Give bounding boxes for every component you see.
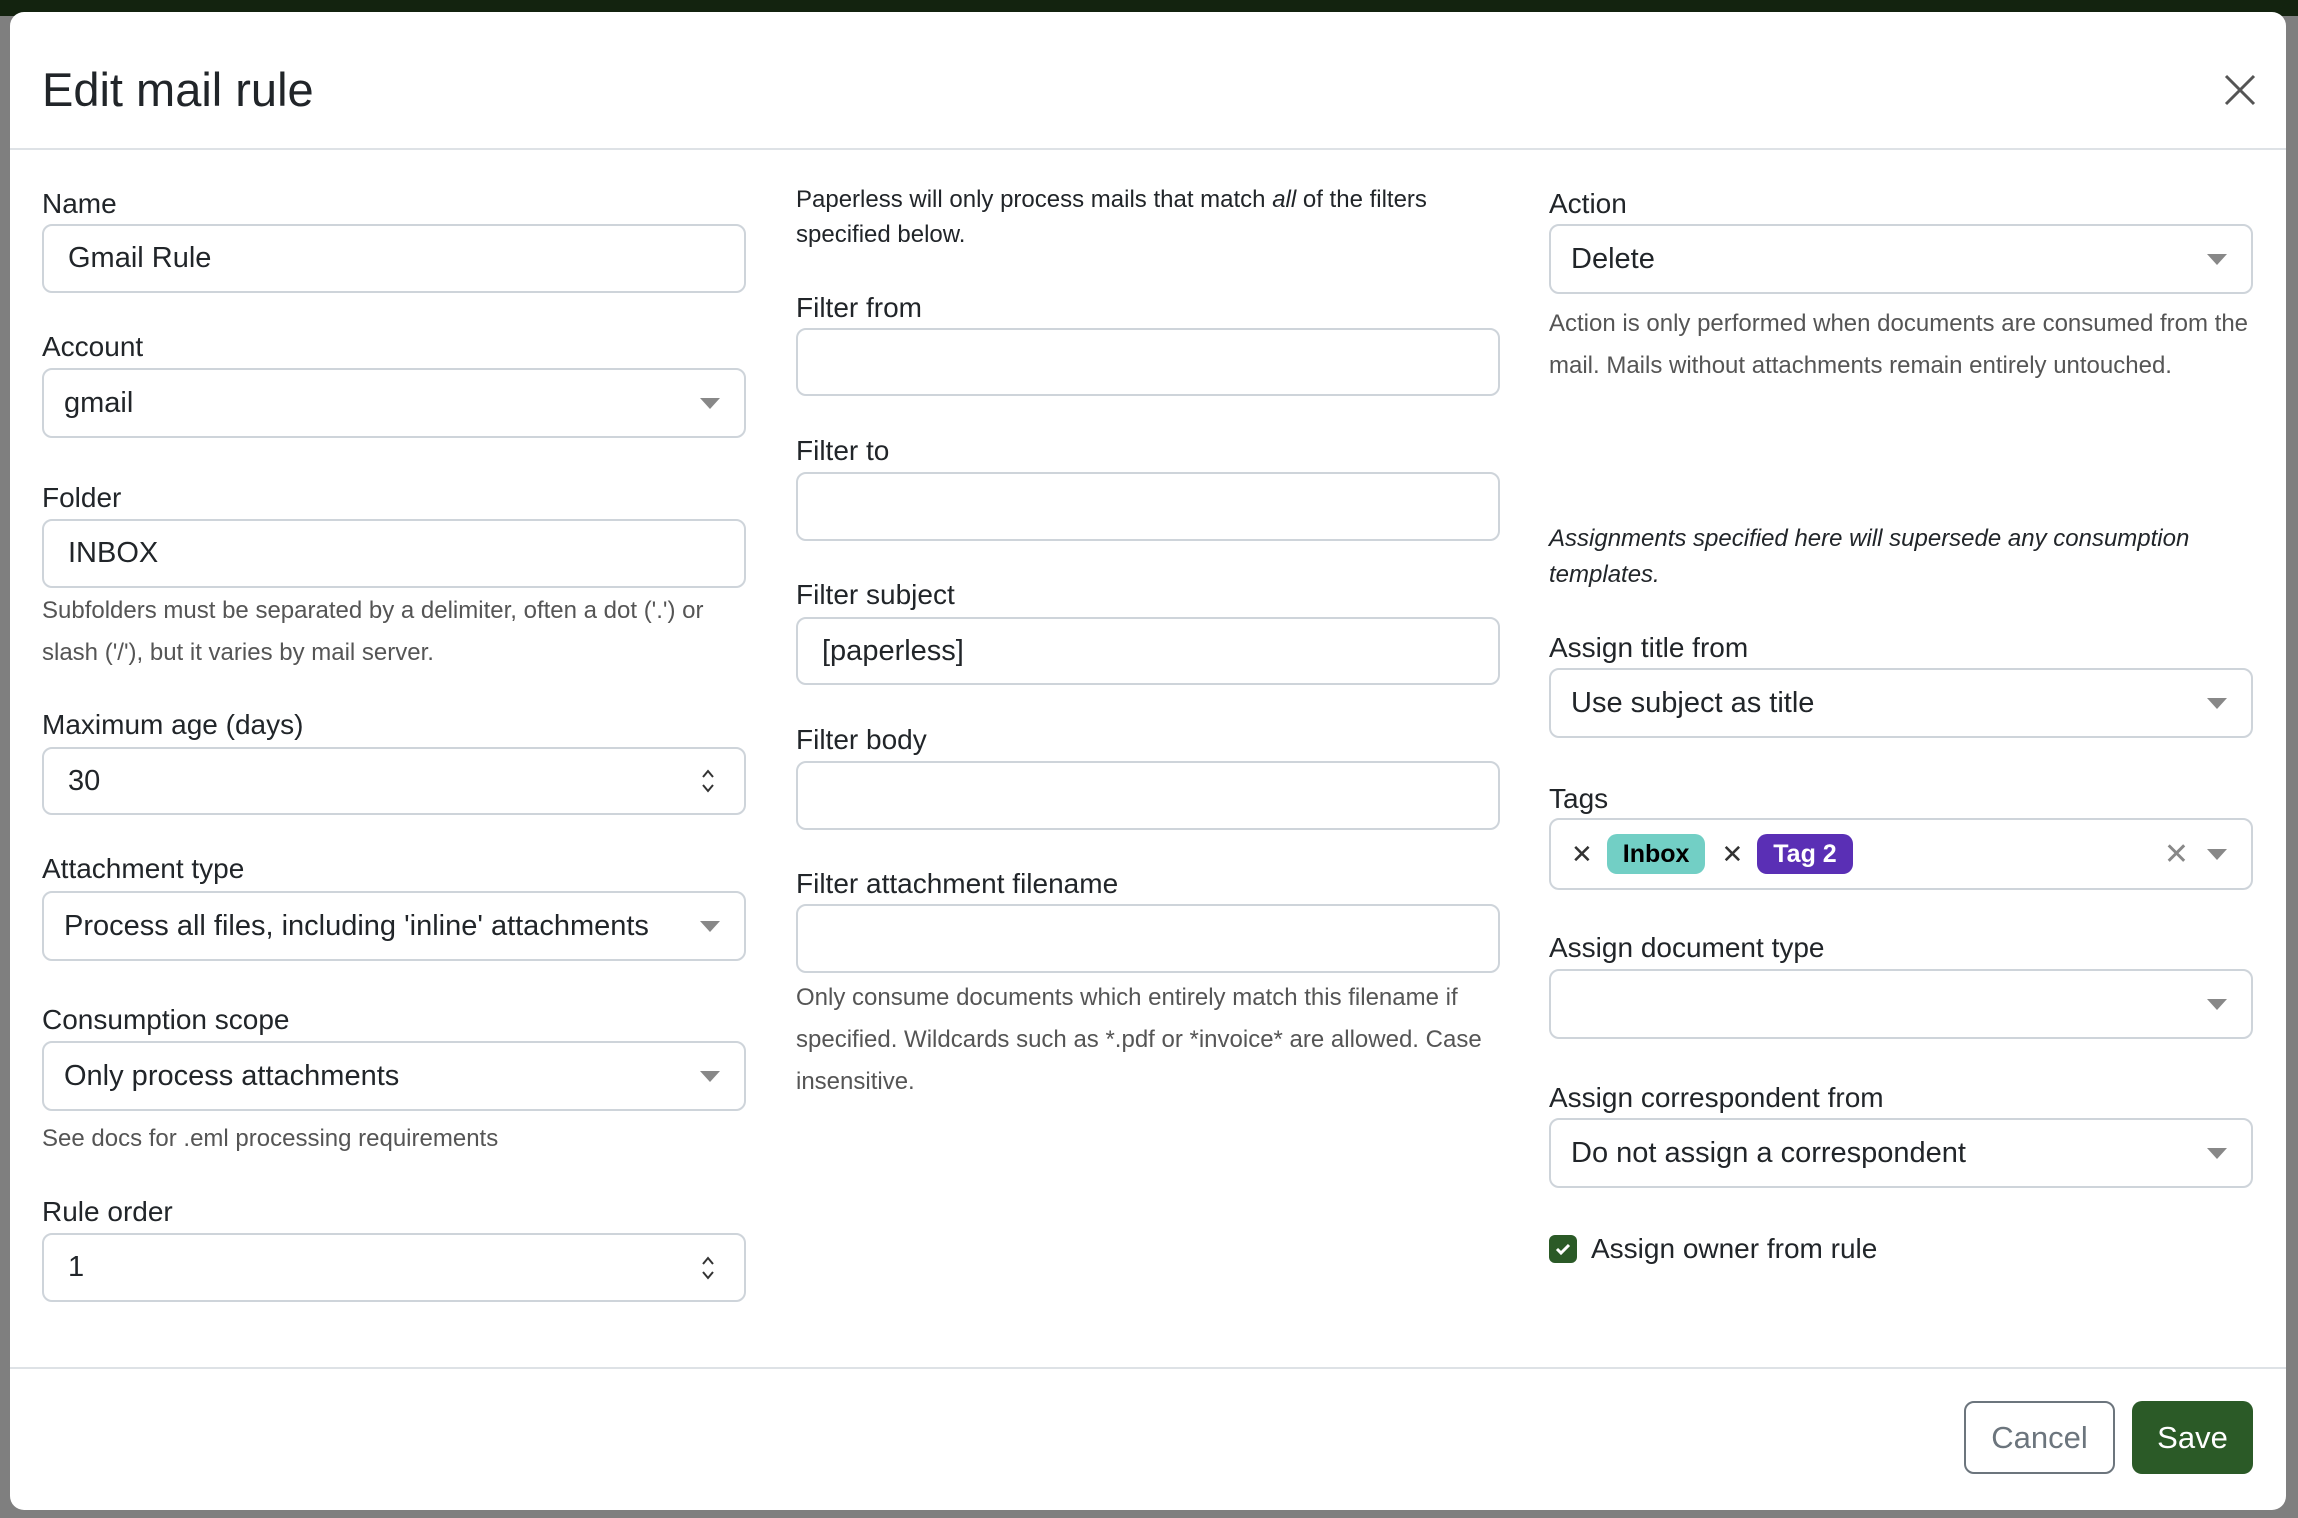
consumption-scope-select[interactable]: Only process attachments bbox=[42, 1041, 746, 1111]
header-divider bbox=[10, 148, 2286, 150]
checkbox-checked-icon[interactable] bbox=[1549, 1235, 1577, 1263]
cancel-button[interactable]: Cancel bbox=[1964, 1401, 2115, 1474]
attachment-type-label: Attachment type bbox=[42, 853, 245, 884]
close-icon[interactable] bbox=[2218, 68, 2262, 112]
filter-to-input[interactable] bbox=[796, 472, 1500, 541]
save-button[interactable]: Save bbox=[2132, 1401, 2253, 1474]
account-label: Account bbox=[42, 331, 144, 362]
folder-help: Subfolders must be separated by a delimi… bbox=[42, 597, 704, 666]
chevron-down-icon bbox=[2207, 999, 2227, 1010]
account-select[interactable]: gmail bbox=[42, 368, 746, 438]
filter-subject-input[interactable]: [paperless] bbox=[796, 617, 1500, 685]
maximum-age-value: 30 bbox=[68, 764, 101, 797]
intro-emphasis: all bbox=[1272, 186, 1297, 213]
folder-value: INBOX bbox=[68, 537, 159, 569]
consumption-scope-label: Consumption scope bbox=[42, 1004, 290, 1035]
filter-from-label: Filter from bbox=[796, 292, 922, 323]
clear-all-icon[interactable]: ✕ bbox=[2163, 837, 2189, 871]
action-value: Delete bbox=[1571, 242, 1655, 275]
assignments-note: Assignments specified here will supersed… bbox=[1549, 525, 2190, 588]
folder-label: Folder bbox=[42, 482, 122, 513]
attachment-type-value: Process all files, including 'inline' at… bbox=[64, 909, 649, 942]
chevron-down-icon bbox=[700, 1071, 720, 1082]
filter-subject-label: Filter subject bbox=[796, 579, 955, 610]
name-input[interactable]: Gmail Rule bbox=[42, 224, 746, 293]
rule-order-input[interactable]: 1 bbox=[42, 1233, 746, 1302]
dialog-title: Edit mail rule bbox=[42, 63, 314, 116]
filter-attachment-filename-label: Filter attachment filename bbox=[796, 868, 1119, 899]
filters-intro: Paperless will only process mails that m… bbox=[796, 182, 1506, 252]
remove-tag-icon[interactable]: ✕ bbox=[1721, 838, 1744, 869]
assign-document-type-select[interactable] bbox=[1549, 969, 2253, 1039]
chevron-down-icon bbox=[700, 398, 720, 409]
number-spinner-icon[interactable] bbox=[700, 766, 716, 796]
assign-owner-label: Assign owner from rule bbox=[1591, 1233, 1878, 1264]
tags-select[interactable]: ✕ Inbox ✕ Tag 2 ✕ bbox=[1549, 818, 2253, 890]
assign-title-value: Use subject as title bbox=[1571, 686, 1815, 719]
name-value: Gmail Rule bbox=[68, 242, 212, 274]
maximum-age-label: Maximum age (days) bbox=[42, 709, 304, 740]
filter-attachment-filename-input[interactable] bbox=[796, 904, 1500, 973]
assign-owner-checkbox-row[interactable]: Assign owner from rule bbox=[1549, 1233, 1877, 1265]
tag-badge: Tag 2 bbox=[1757, 834, 1853, 874]
filter-from-input[interactable] bbox=[796, 328, 1500, 396]
chevron-down-icon bbox=[2207, 698, 2227, 709]
action-label: Action bbox=[1549, 188, 1627, 219]
action-help: Action is only performed when documents … bbox=[1549, 310, 2249, 379]
chevron-down-icon bbox=[2207, 254, 2227, 265]
assign-correspondent-select[interactable]: Do not assign a correspondent bbox=[1549, 1118, 2253, 1188]
footer-divider bbox=[10, 1367, 2286, 1369]
rule-order-label: Rule order bbox=[42, 1196, 173, 1227]
filter-attachment-filename-help: Only consume documents which entirely ma… bbox=[796, 984, 1482, 1095]
tag-badge: Inbox bbox=[1606, 834, 1706, 874]
account-value: gmail bbox=[64, 386, 134, 419]
filter-body-label: Filter body bbox=[796, 724, 927, 755]
intro-text: Paperless will only process mails that m… bbox=[796, 186, 1273, 213]
consumption-scope-help: See docs for .eml processing requirement… bbox=[42, 1125, 499, 1152]
name-label: Name bbox=[42, 188, 117, 219]
filter-to-label: Filter to bbox=[796, 435, 890, 466]
edit-mail-rule-dialog: Edit mail rule Name Gmail Rule Account g… bbox=[10, 12, 2286, 1510]
assign-title-select[interactable]: Use subject as title bbox=[1549, 668, 2253, 738]
rule-order-value: 1 bbox=[68, 1251, 85, 1283]
assign-correspondent-label: Assign correspondent from bbox=[1549, 1082, 1884, 1113]
chevron-down-icon bbox=[2207, 849, 2227, 860]
filter-subject-value: [paperless] bbox=[822, 634, 964, 667]
folder-input[interactable]: INBOX bbox=[42, 519, 746, 588]
assign-correspondent-value: Do not assign a correspondent bbox=[1571, 1136, 1966, 1169]
attachment-type-select[interactable]: Process all files, including 'inline' at… bbox=[42, 891, 746, 961]
assign-document-type-label: Assign document type bbox=[1549, 932, 1825, 963]
consumption-scope-value: Only process attachments bbox=[64, 1059, 400, 1092]
chevron-down-icon bbox=[2207, 1148, 2227, 1159]
intro-text-end: of the filters specified below. bbox=[796, 186, 1427, 248]
chevron-down-icon bbox=[700, 921, 720, 932]
action-select[interactable]: Delete bbox=[1549, 224, 2253, 294]
number-spinner-icon[interactable] bbox=[700, 1253, 716, 1283]
assign-title-label: Assign title from bbox=[1549, 632, 1749, 663]
filter-body-input[interactable] bbox=[796, 761, 1500, 830]
tags-label: Tags bbox=[1549, 783, 1609, 814]
remove-tag-icon[interactable]: ✕ bbox=[1571, 838, 1593, 869]
maximum-age-input[interactable]: 30 bbox=[42, 747, 746, 815]
